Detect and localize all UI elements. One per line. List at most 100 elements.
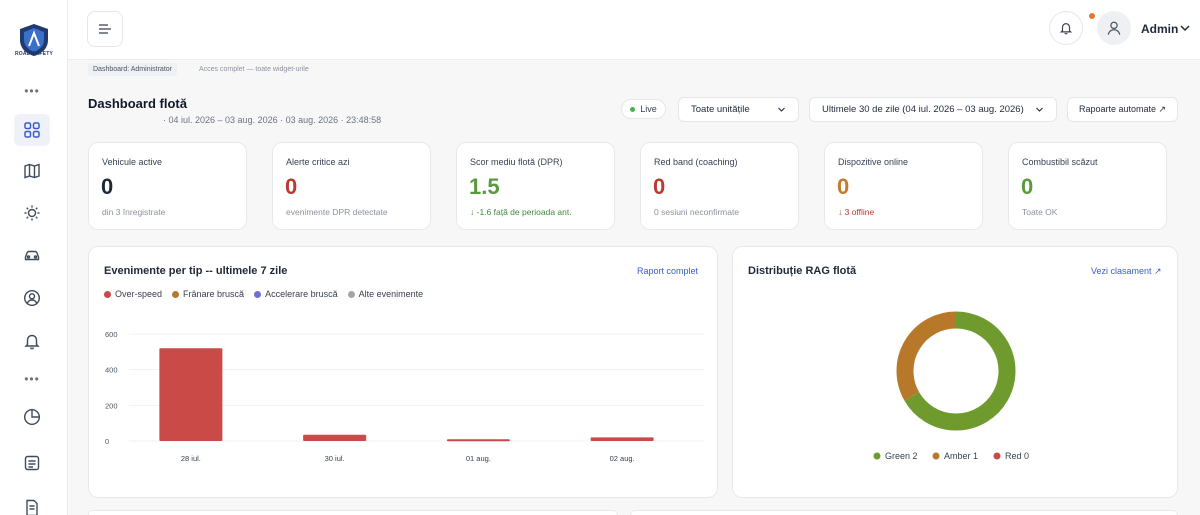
legend-item[interactable]: Frânare bruscă: [172, 289, 244, 299]
x-tick-label: 01 aug.: [466, 454, 491, 463]
user-name[interactable]: Admin: [1141, 22, 1179, 36]
events-legend: Over-speed Frânare bruscă Accelerare bru…: [104, 289, 423, 299]
chevron-down-icon: [1036, 107, 1043, 112]
live-dot-icon: [630, 106, 636, 112]
x-tick-label: 02 aug.: [610, 454, 635, 463]
list-icon: [24, 455, 40, 471]
x-tick-label: 28 iul.: [181, 454, 201, 463]
kpi-card-critical-alerts[interactable]: Alerte critice azi 0 evenimente DPR dete…: [272, 142, 431, 230]
period-select[interactable]: Ultimele 30 de zile (04 iul. 2026 – 03 a…: [809, 97, 1057, 122]
kpi-foot: din 3 înregistrate: [102, 207, 166, 217]
donut-slice: [904, 311, 1016, 431]
live-indicator[interactable]: Live: [621, 99, 666, 119]
sidebar-item-drivers[interactable]: [18, 284, 46, 312]
chevron-down-icon[interactable]: [1179, 22, 1191, 34]
kpi-value: 1.5: [469, 174, 500, 199]
logo-text: ROAD SAFETY: [14, 51, 54, 57]
legend-item[interactable]: Accelerare bruscă: [254, 289, 338, 299]
menu-icon: [99, 24, 111, 34]
automatic-reports-button[interactable]: Rapoarte automate ↗: [1067, 97, 1178, 122]
period-select-value: Ultimele 30 de zile (04 iul. 2026 – 03 a…: [822, 104, 1024, 115]
legend-item[interactable]: Alte evenimente: [347, 289, 424, 299]
legend-dot-icon: [932, 452, 940, 460]
notification-badge: [1089, 13, 1095, 19]
kpi-value: 0: [653, 174, 666, 199]
kpi-value: 0: [101, 174, 114, 199]
sun-icon: [24, 205, 40, 221]
y-tick-label: 600: [105, 330, 118, 339]
car-icon: [24, 250, 40, 261]
sidebar-item-map[interactable]: [18, 157, 46, 185]
ranking-link[interactable]: Vezi clasament ↗: [1091, 266, 1162, 276]
legend-label: Amber 1: [944, 451, 978, 461]
x-tick-label: 30 iul.: [325, 454, 345, 463]
legend-dot-icon: [172, 290, 180, 298]
legend-dot-icon: [993, 452, 1001, 460]
kpi-card-fleet-score[interactable]: Scor mediu flotă (DPR) 1.5 ↓ -1.6 față d…: [456, 142, 615, 230]
user-icon: [1107, 21, 1121, 35]
legend-label: Green 2: [885, 451, 918, 461]
bar: [159, 348, 223, 441]
kpi-foot: Toate OK: [1022, 207, 1058, 217]
map-icon: [24, 163, 40, 179]
kpi-label: Scor mediu flotă (DPR): [470, 157, 563, 167]
bar: [446, 439, 510, 442]
sidebar-item-dashboard[interactable]: [14, 114, 50, 146]
user-circle-icon: [23, 289, 41, 307]
events-panel: Evenimente per tip -- ultimele 7 zile Ra…: [88, 246, 718, 498]
kpi-card-active-vehicles[interactable]: Vehicule active 0 din 3 înregistrate: [88, 142, 247, 230]
kpi-foot: evenimente DPR detectate: [286, 207, 388, 217]
sidebar-item-list[interactable]: [18, 449, 46, 477]
kpi-foot: ↓ 3 offline: [838, 207, 875, 217]
legend-dot-icon: [873, 452, 881, 460]
page-title: Dashboard flotă: [88, 96, 187, 111]
rag-donut-chart: Green 2 Amber 1 Red 0: [873, 311, 1029, 461]
legend-dot-icon: [347, 290, 355, 298]
more-icon[interactable]: •••: [24, 84, 40, 98]
full-report-link[interactable]: Raport complet: [637, 266, 699, 276]
kpi-card-red-band[interactable]: Red band (coaching) 0 0 sesiuni neconfir…: [640, 142, 799, 230]
more-icon-2[interactable]: •••: [24, 372, 40, 386]
bell-icon: [24, 334, 40, 350]
kpi-card-low-fuel[interactable]: Combustibil scăzut 0 Toate OK: [1008, 142, 1167, 230]
kpi-value: 0: [837, 174, 850, 199]
live-label: Live: [640, 104, 657, 114]
legend-dot-icon: [104, 290, 111, 298]
bottom-card-edge-2: [630, 510, 1178, 515]
access-note: Acces complet — toate widget-urile: [199, 66, 309, 73]
kpi-value: 0: [1021, 174, 1034, 199]
rag-panel: Distribuție RAG flotă Vezi clasament ↗ G…: [732, 246, 1178, 498]
units-select[interactable]: Toate unitățile: [678, 97, 799, 122]
sidebar-item-documents[interactable]: [18, 494, 46, 515]
kpi-label: Vehicule active: [102, 157, 163, 167]
events-bar-chart: 0 200 400 600 28 iul. 30 iul. 01 aug. 02 aug.: [105, 330, 704, 463]
legend-dot-icon: [254, 290, 262, 298]
page-subtitle: · 04 iul. 2026 – 03 aug. 2026 · 03 aug. …: [163, 115, 382, 125]
donut-slice: [896, 311, 957, 401]
avatar[interactable]: [1097, 11, 1131, 45]
kpi-card-devices-online[interactable]: Dispozitive online 0 ↓ 3 offline: [824, 142, 983, 230]
legend-label: Alte evenimente: [358, 289, 424, 299]
events-panel-title: Evenimente per tip -- ultimele 7 zile: [104, 265, 288, 277]
bottom-card-edge: [88, 510, 618, 515]
y-tick-label: 0: [105, 437, 109, 446]
kpi-label: Alerte critice azi: [286, 157, 350, 167]
menu-toggle-button[interactable]: [87, 11, 123, 47]
legend-item[interactable]: Over-speed: [104, 289, 162, 299]
legend-label: Accelerare bruscă: [265, 289, 338, 299]
units-select-value: Toate unitățile: [691, 104, 750, 115]
legend-label: Over-speed: [115, 289, 163, 299]
sidebar-item-reports[interactable]: [18, 403, 46, 431]
kpi-foot: 0 sesiuni neconfirmate: [654, 207, 740, 217]
chevron-down-icon: [778, 107, 785, 112]
notifications-button[interactable]: [1049, 11, 1083, 45]
sidebar-item-sun[interactable]: [18, 199, 46, 227]
top-bar: Admin: [68, 0, 1200, 60]
kpi-label: Combustibil scăzut: [1022, 157, 1098, 167]
y-tick-label: 200: [105, 401, 118, 410]
sidebar-item-alerts[interactable]: [18, 327, 46, 355]
kpi-label: Dispozitive online: [838, 157, 909, 167]
sidebar-item-vehicles[interactable]: [18, 241, 46, 269]
rag-panel-title: Distribuție RAG flotă: [748, 265, 857, 277]
road-safety-logo-icon: [20, 24, 48, 56]
